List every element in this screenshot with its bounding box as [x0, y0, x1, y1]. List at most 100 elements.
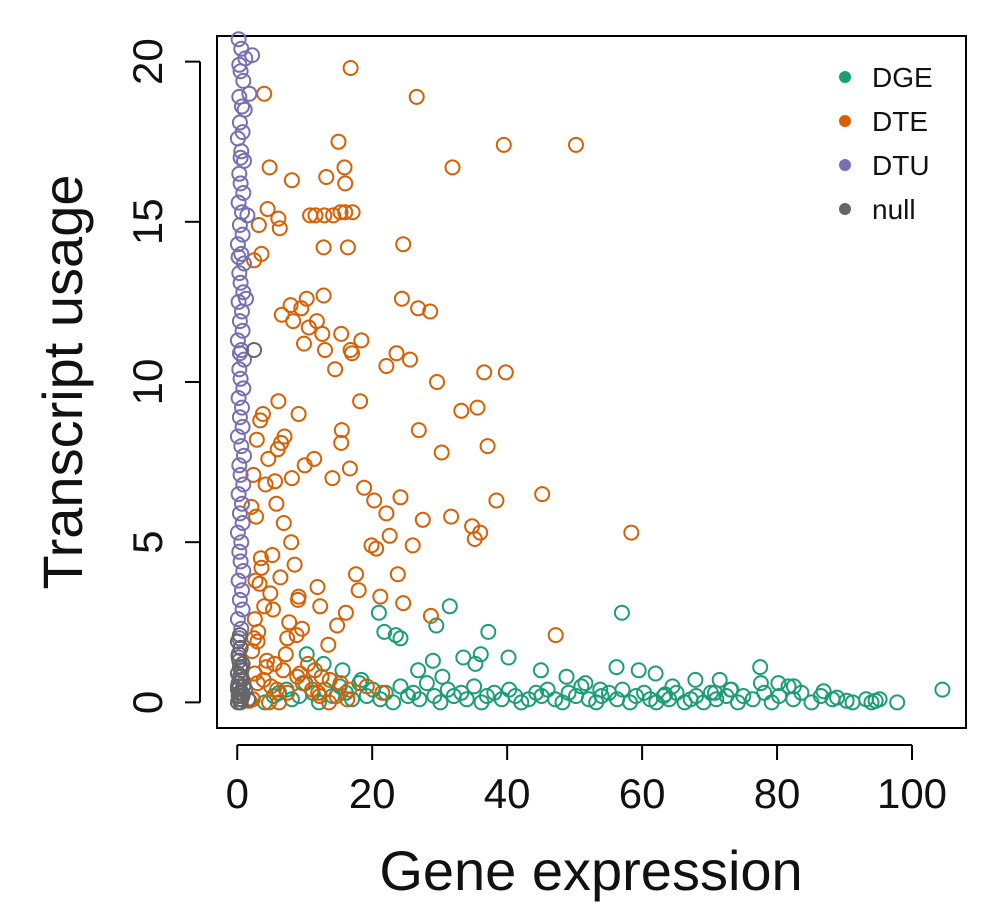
point-dtu — [231, 56, 248, 73]
point-dte — [293, 300, 310, 317]
point-dge — [770, 675, 787, 692]
point-dge — [426, 688, 443, 704]
point-dtu — [231, 165, 248, 182]
y-axis-title: Transcript usage — [31, 175, 94, 590]
point-dte — [282, 297, 299, 314]
point-dte — [410, 422, 427, 439]
point-dte — [378, 505, 395, 522]
point-dge — [744, 691, 761, 708]
point-dte — [321, 694, 337, 711]
point-dte — [247, 572, 264, 589]
point-dte — [315, 287, 332, 304]
point-dte — [327, 361, 344, 378]
point-dte — [408, 88, 425, 105]
point-dte — [344, 204, 361, 221]
point-dte — [262, 585, 279, 602]
point-dtu — [234, 98, 250, 115]
point-dtu — [231, 591, 248, 608]
legend-marker-null — [839, 203, 851, 215]
x-tick-label: 0 — [226, 770, 249, 817]
point-dte — [270, 393, 287, 410]
point-dte — [302, 207, 319, 224]
point-dte — [256, 598, 273, 615]
point-dte — [422, 607, 439, 624]
point-dte — [429, 374, 445, 390]
point-dte — [342, 60, 359, 76]
point-null — [240, 691, 256, 708]
point-dtu — [230, 293, 247, 310]
point-dte — [312, 598, 329, 615]
point-dte — [488, 492, 505, 509]
point-dte — [248, 508, 265, 525]
point-dte — [469, 399, 486, 416]
point-dte — [307, 207, 324, 224]
axes: 0 20 40 60 80 100 0 5 10 15 20 — [124, 38, 947, 817]
point-null — [234, 655, 251, 672]
point-dge — [858, 691, 875, 708]
point-dte — [264, 547, 281, 563]
point-dte — [534, 486, 551, 503]
legend-marker-dtu — [839, 159, 851, 171]
point-dge — [441, 598, 458, 615]
point-dtu — [232, 149, 249, 166]
point-dge — [370, 604, 387, 621]
point-dte — [269, 441, 286, 458]
point-dte — [260, 450, 277, 467]
point-dte — [324, 470, 341, 487]
point-dge — [829, 689, 846, 706]
point-dtu — [230, 572, 247, 589]
point-dge — [486, 684, 503, 701]
point-dge — [785, 678, 802, 695]
point-dte — [265, 601, 281, 618]
point-dte — [333, 434, 350, 451]
point-dge — [723, 681, 740, 698]
point-dtu — [232, 63, 249, 80]
point-dtu — [230, 194, 247, 211]
point-dte — [261, 159, 278, 176]
point-dte — [313, 668, 330, 685]
point-dtu — [234, 418, 251, 435]
point-dtu — [229, 524, 246, 541]
point-dtu — [231, 409, 248, 426]
point-dte — [258, 659, 275, 676]
point-dtu — [229, 611, 246, 628]
point-dte — [318, 169, 335, 185]
point-dte — [259, 201, 276, 217]
point-dte — [249, 633, 266, 650]
point-dtu — [235, 72, 252, 89]
point-dtu — [230, 249, 247, 266]
point-dte — [248, 431, 265, 448]
point-dte — [547, 627, 564, 644]
point-dtu — [231, 313, 248, 330]
point-dte — [250, 217, 267, 233]
point-dge — [803, 694, 820, 711]
point-dtu — [230, 390, 247, 406]
point-dtu — [234, 601, 251, 618]
point-dte — [372, 588, 389, 605]
point-dge — [467, 655, 484, 672]
point-dte — [350, 582, 367, 599]
point-dte — [422, 303, 439, 320]
legend-label-dge: DGE — [872, 62, 933, 93]
point-null — [234, 671, 250, 688]
point-dge — [473, 694, 490, 711]
point-dtu — [233, 534, 250, 551]
point-dte — [285, 313, 302, 330]
point-dte — [290, 406, 307, 422]
x-axis-title: Gene expression — [379, 839, 802, 902]
y-tick-label: 15 — [124, 198, 171, 245]
point-dte — [315, 239, 332, 256]
plot-frame — [216, 35, 967, 729]
point-dte — [267, 473, 283, 490]
x-tick-label: 20 — [349, 770, 396, 817]
point-dtu — [231, 457, 248, 474]
point-dtu — [232, 553, 249, 570]
point-null — [230, 646, 247, 663]
point-dte — [623, 524, 640, 541]
point-dte — [495, 136, 512, 153]
point-dtu — [234, 399, 250, 416]
point-dte — [395, 236, 412, 253]
point-dte — [277, 646, 294, 663]
point-dte — [294, 620, 310, 637]
point-dge — [630, 662, 647, 679]
